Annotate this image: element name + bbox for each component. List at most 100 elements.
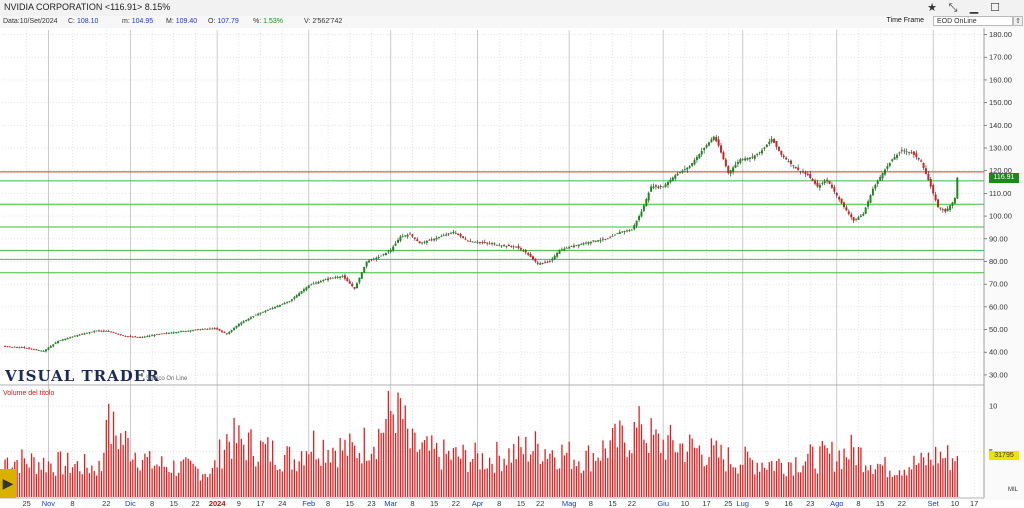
volume-bar (894, 475, 896, 497)
candle-body (425, 241, 428, 243)
volume-bar (877, 463, 879, 497)
candle-body (476, 242, 479, 243)
candle-body (862, 213, 865, 216)
candle-body (594, 240, 597, 242)
candle-body (734, 164, 737, 168)
candle-body (724, 159, 727, 167)
volume-bar (298, 461, 300, 497)
candle-body (859, 215, 862, 218)
volume-bar (139, 470, 141, 497)
candle-body (700, 151, 703, 155)
volume-bar (450, 459, 452, 497)
candle-body (799, 171, 802, 172)
time-tick-label: 17 (970, 499, 978, 508)
volume-bar (274, 464, 276, 497)
undock-icon[interactable]: ⤡ (948, 2, 958, 14)
volume-bar (804, 461, 807, 497)
volume-bar (510, 462, 512, 497)
candle-body (73, 335, 76, 337)
favorite-star-icon[interactable]: ★ (927, 2, 937, 14)
candle-body (126, 336, 129, 338)
volume-bar (763, 467, 766, 497)
candle-body (507, 244, 510, 247)
volume-bar (587, 445, 590, 497)
expand-panel-button[interactable]: ▶ (0, 469, 16, 498)
volume-bar (267, 437, 269, 497)
candle-body (838, 196, 841, 200)
candle-body (192, 330, 195, 331)
candle-body (136, 337, 139, 338)
chart-background (0, 28, 1024, 508)
candle-body (389, 250, 392, 252)
candle-body (679, 172, 682, 174)
candle-body (413, 237, 416, 239)
candle-body (589, 241, 592, 244)
price-tick-label: 160.00 (989, 75, 1012, 84)
volume-bar (445, 453, 447, 497)
minimize-icon[interactable]: ▁ (969, 2, 979, 14)
maximize-icon[interactable]: ☐ (990, 2, 1000, 14)
timeframe-select[interactable]: EOD OnLine (933, 16, 1013, 26)
volume-bar (382, 432, 385, 497)
candle-body (867, 201, 870, 207)
candle-body (283, 303, 286, 305)
candle-body (491, 243, 493, 245)
volume-bar (496, 441, 498, 497)
candle-body (69, 337, 72, 339)
candle-body (715, 137, 718, 142)
volume-bar (515, 459, 517, 497)
candle-body (247, 318, 250, 321)
candle-body (336, 276, 339, 279)
volume-bar (585, 450, 587, 497)
candle-body (160, 333, 163, 335)
volume-bar (45, 472, 47, 497)
candle-body (365, 261, 368, 267)
candle-body (932, 185, 935, 194)
candle-body (363, 266, 366, 273)
volume-bar (898, 470, 901, 497)
candle-body (609, 237, 612, 239)
candle-body (864, 207, 867, 214)
time-tick-label: 22 (898, 499, 906, 508)
volume-bar (392, 414, 394, 497)
volume-bar (744, 446, 746, 497)
candle-body (295, 295, 298, 298)
candle-body (493, 243, 496, 245)
candle-body (572, 245, 575, 248)
candle-body (869, 195, 872, 203)
candle-body (606, 238, 609, 240)
volume-bar (390, 411, 392, 497)
volume-bar (293, 459, 296, 497)
candle-body (430, 239, 433, 241)
candle-body (797, 167, 800, 170)
candle-body (662, 186, 665, 188)
candle-body (278, 304, 281, 307)
volume-bar (754, 474, 756, 497)
volume-bar (35, 473, 38, 497)
candle-body (110, 331, 113, 333)
candle-body (806, 173, 809, 176)
time-tick-label: 8 (326, 499, 330, 508)
candle-body (650, 186, 653, 192)
candle-body (835, 192, 838, 196)
candle-body (580, 243, 583, 245)
volume-bar (734, 467, 737, 497)
volume-bar (127, 437, 129, 497)
candle-body (264, 310, 267, 313)
timeframe-dropdown-icon[interactable]: ⇧ (1013, 16, 1023, 26)
volume-bar (657, 433, 660, 497)
candle-body (237, 323, 240, 327)
candle-body (83, 333, 86, 335)
candle-body (261, 311, 264, 313)
volume-bar (247, 432, 250, 497)
time-tick-label: 25 (23, 499, 31, 508)
candle-body (847, 211, 850, 214)
candle-body (81, 334, 84, 335)
volume-bar (476, 453, 479, 497)
volume-bar (296, 471, 298, 497)
volume-bar (575, 466, 578, 497)
candle-body (647, 192, 650, 201)
volume-bar (488, 457, 491, 497)
price-tick-label: 110.00 (989, 189, 1011, 198)
